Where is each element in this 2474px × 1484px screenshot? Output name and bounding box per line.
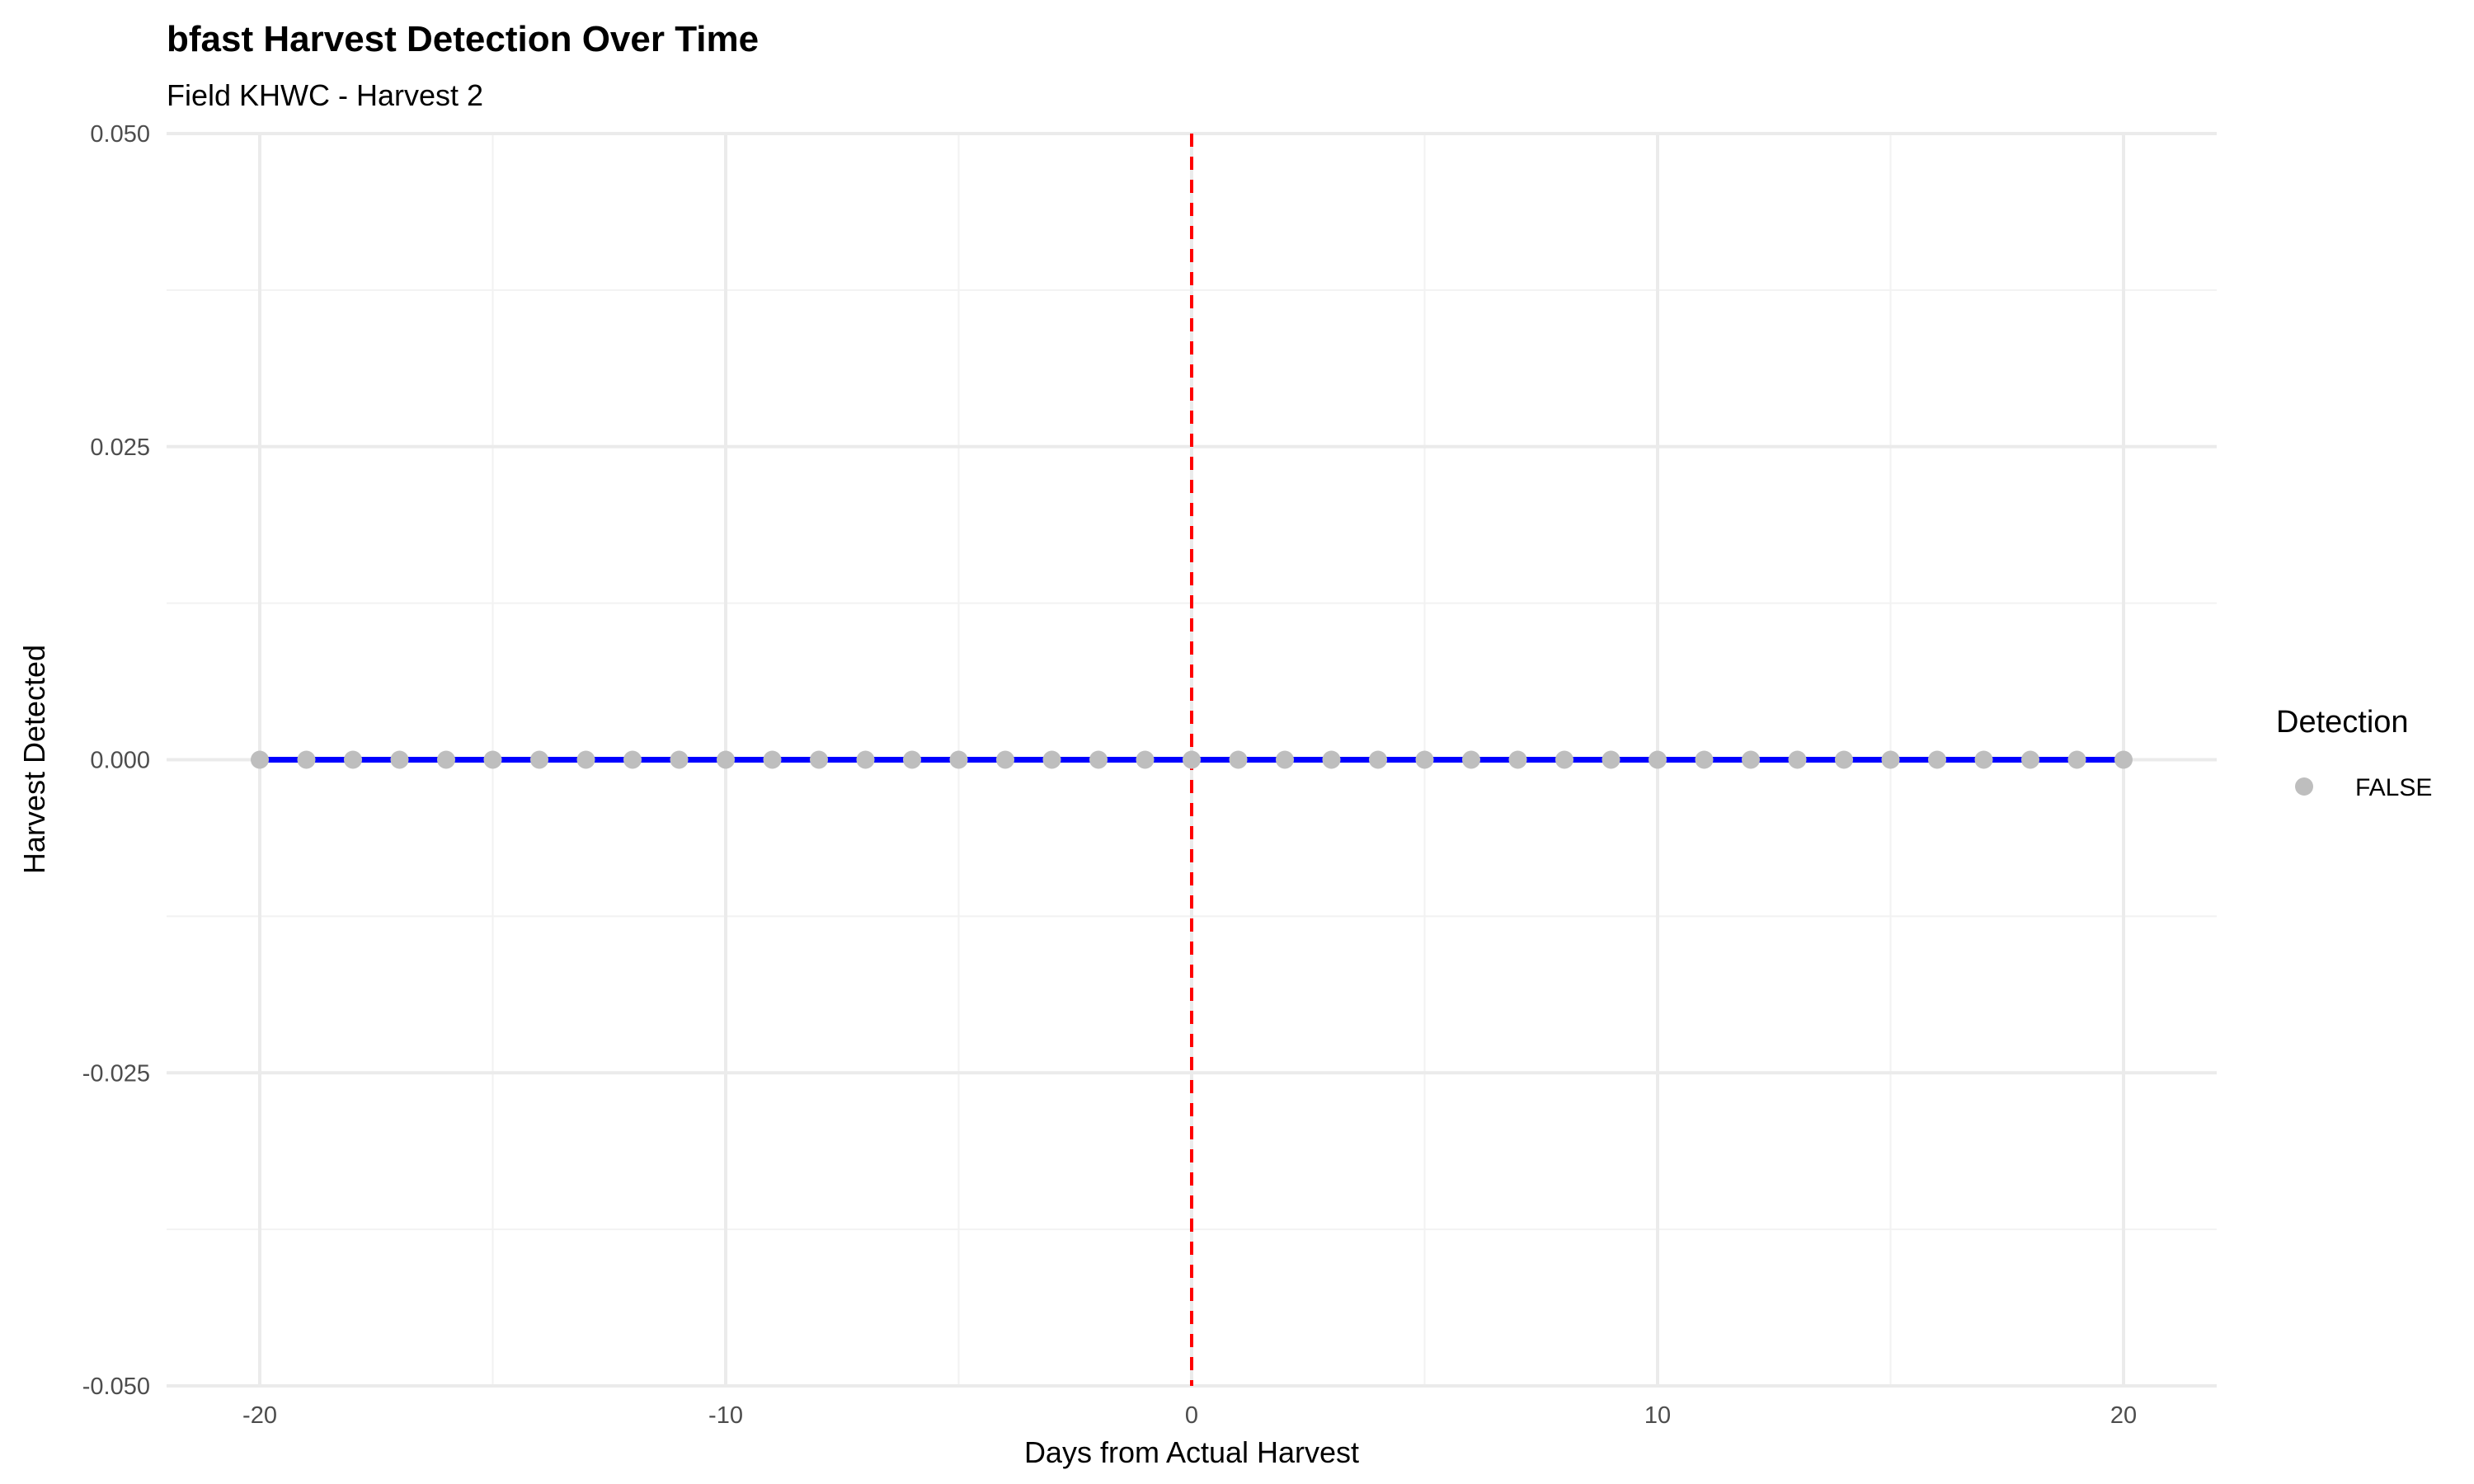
x-tick-label: 10 [1644,1402,1671,1429]
data-point [1136,750,1155,769]
data-point [810,750,828,769]
x-tick-label: -20 [242,1402,277,1429]
data-point [1928,750,1946,769]
y-tick-label: 0.025 [90,434,150,461]
x-tick-label: -10 [708,1402,743,1429]
data-point [856,750,875,769]
data-point [437,750,455,769]
y-tick-label: -0.050 [82,1374,150,1400]
data-point [2067,750,2086,769]
data-point [483,750,502,769]
chart-title: bfast Harvest Detection Over Time [167,19,759,59]
data-point [1602,750,1620,769]
x-tick-label: 20 [2110,1402,2137,1429]
data-point [1695,750,1714,769]
data-point [1042,750,1061,769]
data-point [1974,750,1993,769]
data-point [1229,750,1248,769]
data-point [623,750,642,769]
data-point [530,750,548,769]
x-tick-label: 0 [1185,1402,1198,1429]
data-point [1881,750,1900,769]
data-point [1788,750,1807,769]
data-point [2021,750,2039,769]
data-point [1835,750,1853,769]
data-point [1183,750,1201,769]
legend: Detection FALSE [2276,705,2432,801]
x-axis-ticks: -20 -10 0 10 20 [242,1402,2137,1429]
data-point [763,750,782,769]
plot-marks [251,134,2133,1386]
y-axis-label: Harvest Detected [17,645,51,874]
chart-subtitle: Field KHWC - Harvest 2 [167,78,483,112]
data-point [1089,750,1108,769]
legend-point-false [2295,777,2313,796]
legend-label-false: FALSE [2355,774,2432,801]
data-point [297,750,316,769]
data-point [949,750,968,769]
data-point [717,750,735,769]
x-axis-label: Days from Actual Harvest [1024,1435,1359,1469]
data-point [1649,750,1667,769]
data-point [390,750,409,769]
data-point [1369,750,1387,769]
data-point [344,750,362,769]
data-point [1462,750,1480,769]
data-point [1415,750,1434,769]
y-tick-label: -0.025 [82,1060,150,1087]
data-point [903,750,921,769]
data-point [1322,750,1341,769]
y-tick-label: 0.050 [90,121,150,148]
y-axis-ticks: -0.050 -0.025 0.000 0.025 0.050 [82,121,150,1400]
data-point [1508,750,1527,769]
data-point [1276,750,1294,769]
data-point [576,750,595,769]
legend-title: Detection [2276,705,2409,740]
y-tick-label: 0.000 [90,748,150,774]
data-point [1742,750,1760,769]
data-point [670,750,689,769]
data-point [2114,750,2133,769]
data-point [996,750,1014,769]
data-point [1555,750,1573,769]
data-point [251,750,269,769]
